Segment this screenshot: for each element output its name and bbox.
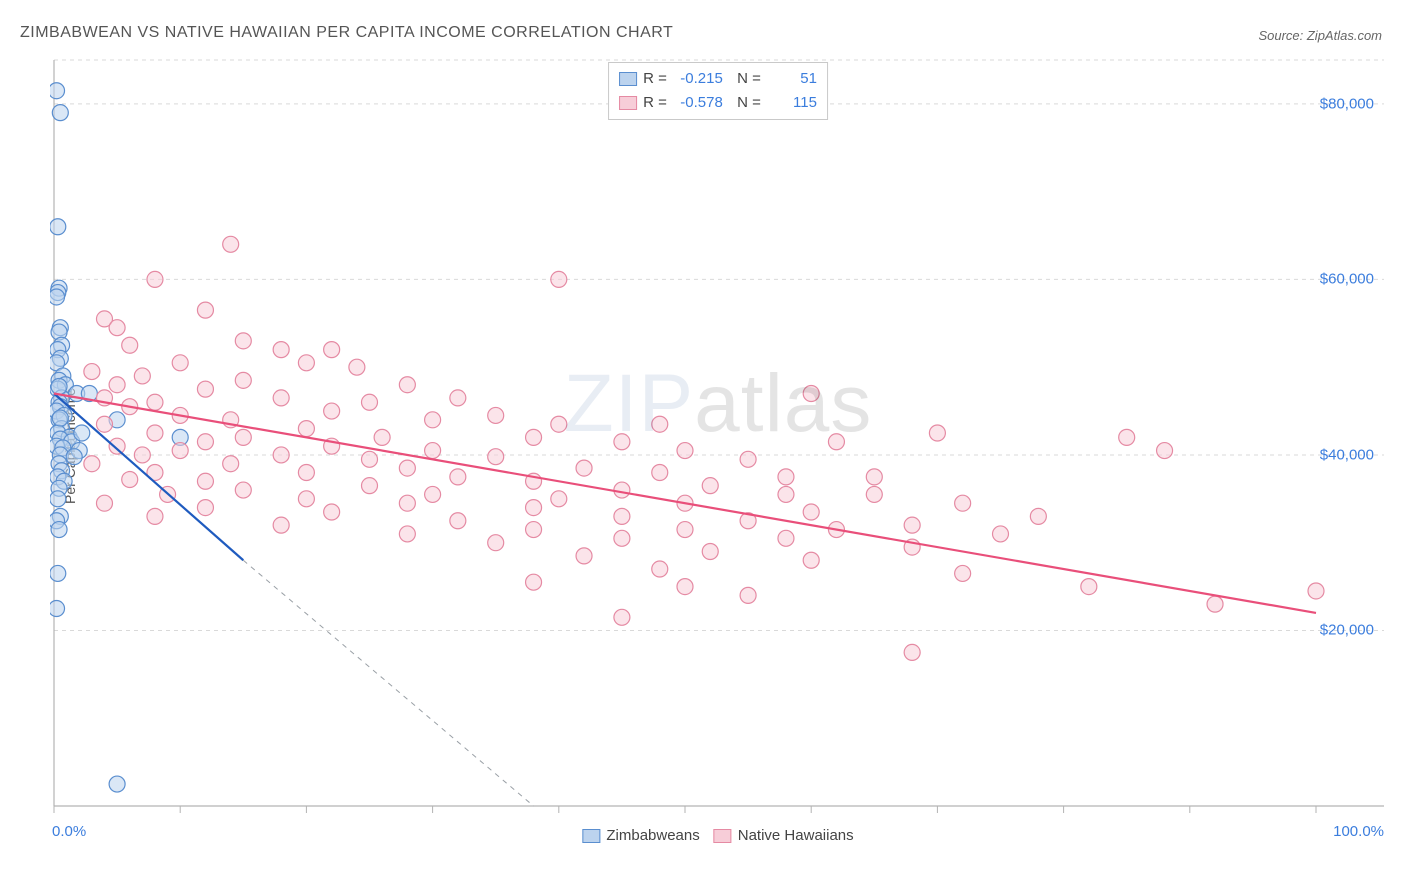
- x-axis-max-label: 100.0%: [1333, 823, 1384, 840]
- swatch-icon: [714, 829, 732, 843]
- y-tick-label: $60,000: [1320, 271, 1374, 288]
- legend-item-zimbabweans: Zimbabweans: [582, 827, 699, 844]
- series-legend: Zimbabweans Native Hawaiians: [582, 827, 853, 844]
- source-attribution: Source: ZipAtlas.com: [1258, 28, 1382, 43]
- chart-title: ZIMBABWEAN VS NATIVE HAWAIIAN PER CAPITA…: [20, 24, 673, 42]
- correlation-legend: R = -0.215 N = 51 R = -0.578 N = 115: [608, 62, 828, 120]
- x-axis-min-label: 0.0%: [52, 823, 86, 840]
- scatter-chart: ZIPatlas R = -0.215 N = 51 R = -0.578 N …: [50, 56, 1386, 846]
- legend-item-native-hawaiians: Native Hawaiians: [714, 827, 854, 844]
- y-tick-label: $20,000: [1320, 622, 1374, 639]
- corr-legend-row-native-hawaiians: R = -0.578 N = 115: [619, 91, 817, 115]
- swatch-icon: [619, 72, 637, 86]
- swatch-icon: [582, 829, 600, 843]
- y-tick-label: $80,000: [1320, 95, 1374, 112]
- chart-svg: [50, 56, 1386, 846]
- swatch-icon: [619, 96, 637, 110]
- y-tick-label: $40,000: [1320, 446, 1374, 463]
- corr-legend-row-zimbabweans: R = -0.215 N = 51: [619, 67, 817, 91]
